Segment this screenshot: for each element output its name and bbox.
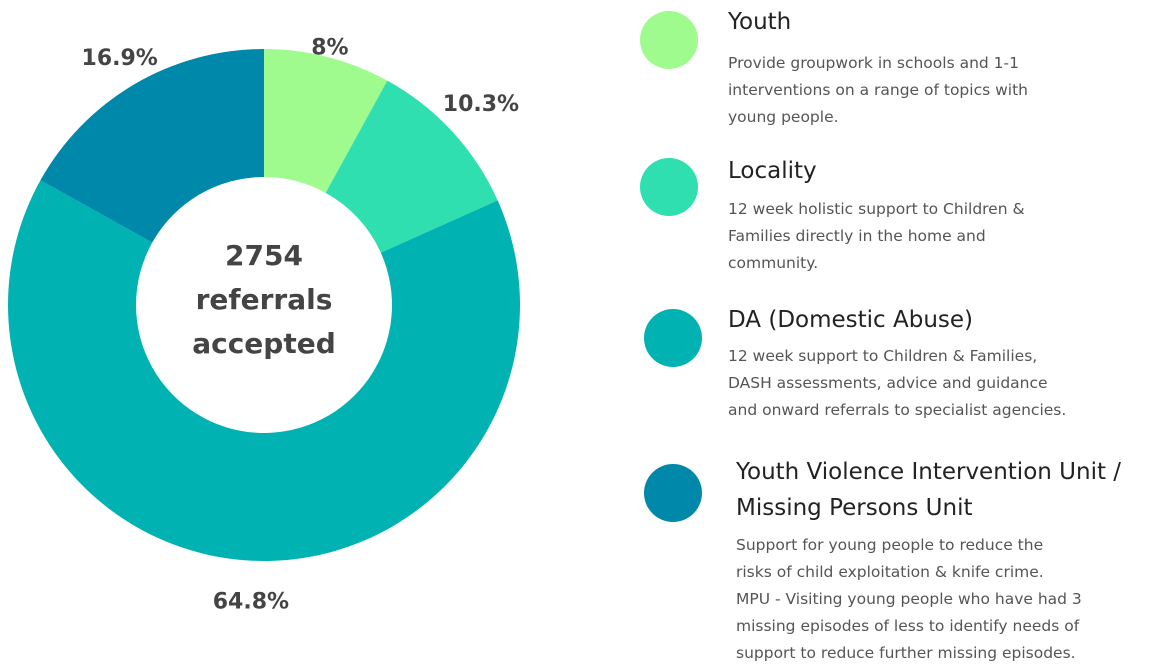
legend-description: risks of child exploitation & knife crim… <box>736 563 1044 581</box>
legend-marker <box>644 464 702 522</box>
center-text: referrals <box>196 283 333 316</box>
legend-marker <box>640 11 698 69</box>
legend-description: MPU - Visiting young people who have had… <box>736 590 1082 608</box>
slice-label: 16.9% <box>82 46 158 71</box>
legend-description: support to reduce further missing episod… <box>736 644 1076 662</box>
slice-label: 10.3% <box>443 92 519 117</box>
legend-description: Families directly in the home and <box>728 227 986 245</box>
donut-slice <box>40 49 265 243</box>
donut-slice <box>264 49 388 193</box>
slice-label: 8% <box>311 35 348 60</box>
legend-description: interventions on a range of topics with <box>728 81 1028 99</box>
legend-description: community. <box>728 254 819 272</box>
legend-marker <box>640 158 698 216</box>
legend-title: DA (Domestic Abuse) <box>728 307 974 333</box>
legend-description: 12 week holistic support to Children & <box>728 200 1025 218</box>
legend-description: missing episodes of less to identify nee… <box>736 617 1080 635</box>
donut-slice <box>8 180 521 561</box>
legend-title: Locality <box>728 158 817 184</box>
legend-title: Youth <box>728 9 792 35</box>
legend-description: 12 week support to Children & Families, <box>728 347 1038 365</box>
legend-title: Youth Violence Intervention Unit / Missi… <box>736 459 1122 521</box>
center-text: accepted <box>192 327 336 360</box>
slice-label: 64.8% <box>213 590 289 615</box>
donut-slice <box>325 80 498 253</box>
legend-description: DASH assessments, advice and guidance <box>728 374 1048 392</box>
center-text: 2754 <box>225 239 303 272</box>
legend-marker <box>644 309 702 367</box>
legend-description: and onward referrals to specialist agenc… <box>728 401 1067 419</box>
legend-description: young people. <box>728 108 839 126</box>
legend-description: Provide groupwork in schools and 1-1 <box>728 54 1019 72</box>
legend-description: Support for young people to reduce the <box>736 536 1044 554</box>
